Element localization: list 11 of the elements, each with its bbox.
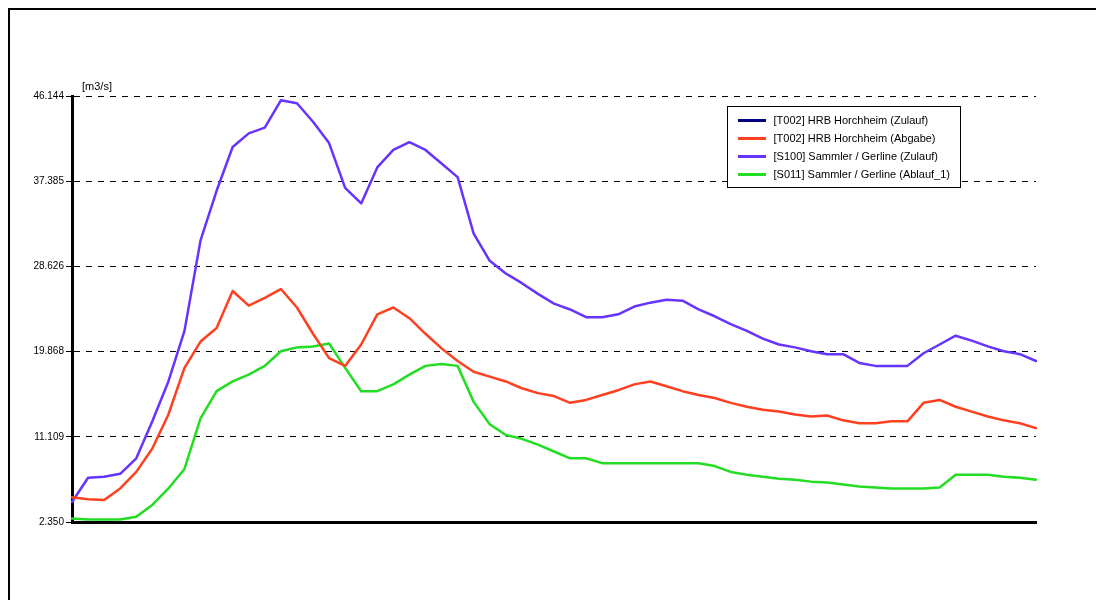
y-tick-label: 37.385 (33, 174, 65, 186)
y-tick-label: 11.109 (34, 430, 65, 442)
y-tick-label: 28.626 (33, 260, 65, 272)
legend-label: [T002] HRB Horchheim (Zulauf) (773, 114, 929, 126)
y-axis-title: [m3/s] (82, 79, 112, 92)
y-tick-label: 19.868 (33, 345, 65, 357)
legend-label: [T002] HRB Horchheim (Abgabe) (773, 132, 936, 144)
legend-label: [S011] Sammler / Gerline (Ablauf_1) (773, 168, 950, 180)
legend-label: [S100] Sammler / Gerline (Zulauf) (773, 150, 938, 162)
y-tick-label: 46.144 (33, 89, 65, 101)
y-tick-label: 2.350 (38, 515, 65, 527)
